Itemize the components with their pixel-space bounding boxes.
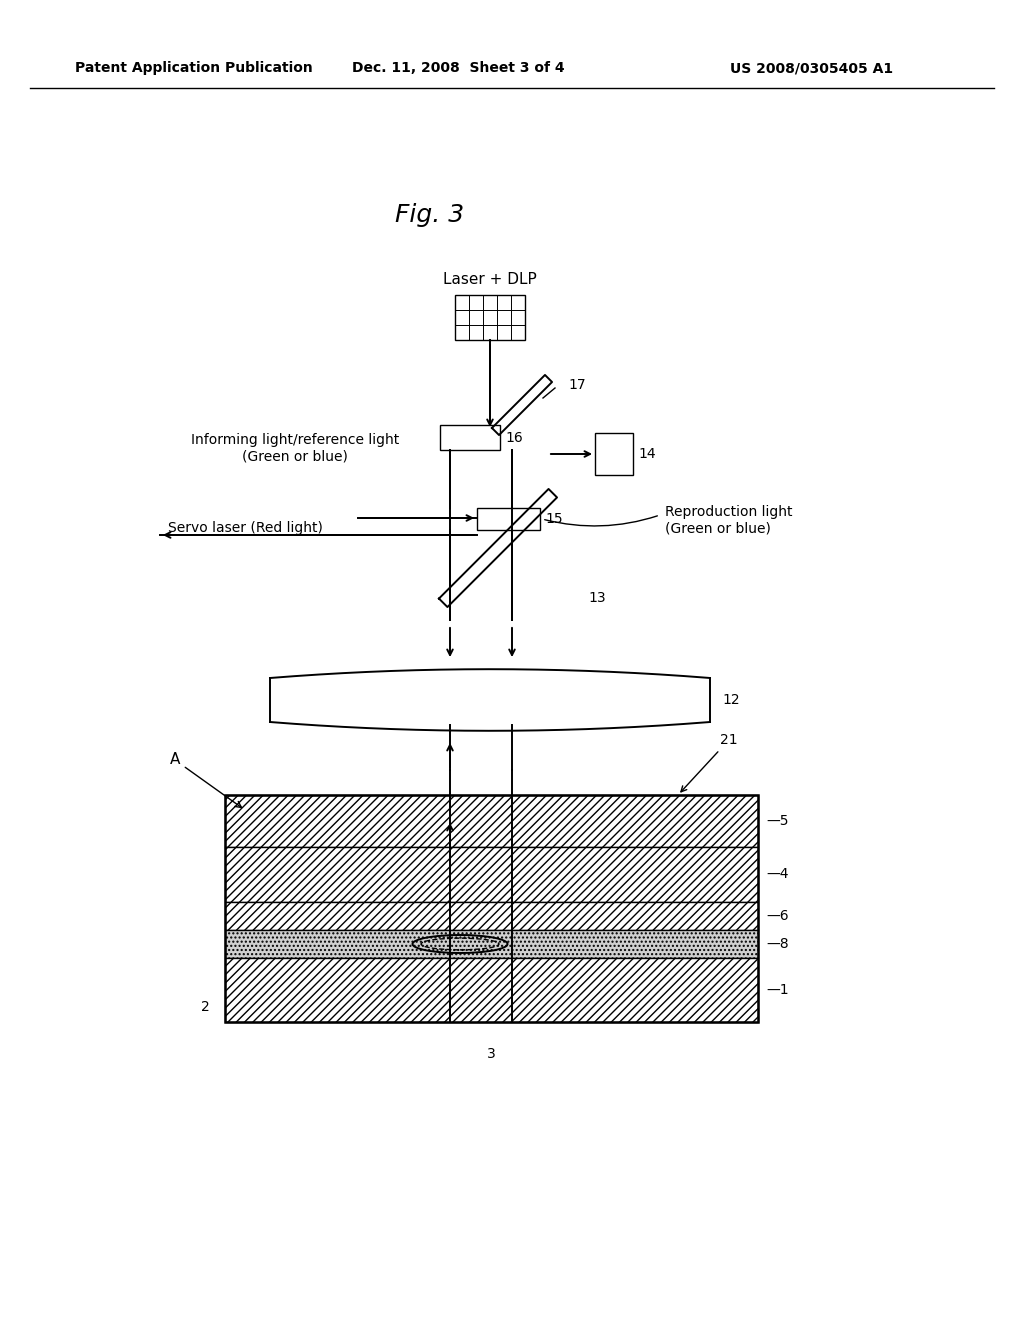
Text: 12: 12 bbox=[722, 693, 739, 708]
Bar bbox=[225, 958, 758, 1022]
Text: —5: —5 bbox=[766, 814, 788, 828]
Bar bbox=[225, 931, 758, 958]
Bar bbox=[595, 433, 633, 475]
Bar bbox=[225, 795, 758, 847]
Text: Dec. 11, 2008  Sheet 3 of 4: Dec. 11, 2008 Sheet 3 of 4 bbox=[352, 61, 564, 75]
Text: —8: —8 bbox=[766, 937, 788, 950]
Text: 16: 16 bbox=[505, 430, 522, 445]
Text: 2: 2 bbox=[202, 1001, 210, 1014]
Text: A: A bbox=[170, 752, 242, 808]
Text: 14: 14 bbox=[638, 447, 655, 461]
Text: 17: 17 bbox=[568, 378, 586, 392]
Text: Laser + DLP: Laser + DLP bbox=[443, 272, 537, 288]
Bar bbox=[225, 902, 758, 931]
Bar bbox=[477, 508, 540, 531]
Text: Patent Application Publication: Patent Application Publication bbox=[75, 61, 312, 75]
Bar bbox=[455, 294, 525, 341]
Text: Informing light/reference light
(Green or blue): Informing light/reference light (Green o… bbox=[190, 433, 399, 463]
Text: —1: —1 bbox=[766, 983, 788, 997]
Bar bbox=[225, 847, 758, 902]
Text: 13: 13 bbox=[588, 591, 605, 605]
Text: US 2008/0305405 A1: US 2008/0305405 A1 bbox=[730, 61, 893, 75]
Text: 21: 21 bbox=[681, 733, 737, 792]
Text: 3: 3 bbox=[487, 1047, 496, 1061]
Text: Reproduction light
(Green or blue): Reproduction light (Green or blue) bbox=[665, 504, 793, 535]
Text: —6: —6 bbox=[766, 909, 788, 923]
Bar bbox=[225, 795, 758, 1022]
Bar bbox=[440, 425, 500, 450]
Text: Fig. 3: Fig. 3 bbox=[395, 203, 465, 227]
Text: —4: —4 bbox=[766, 867, 788, 882]
Text: 15: 15 bbox=[545, 512, 562, 525]
Text: Servo laser (Red light): Servo laser (Red light) bbox=[168, 521, 323, 535]
